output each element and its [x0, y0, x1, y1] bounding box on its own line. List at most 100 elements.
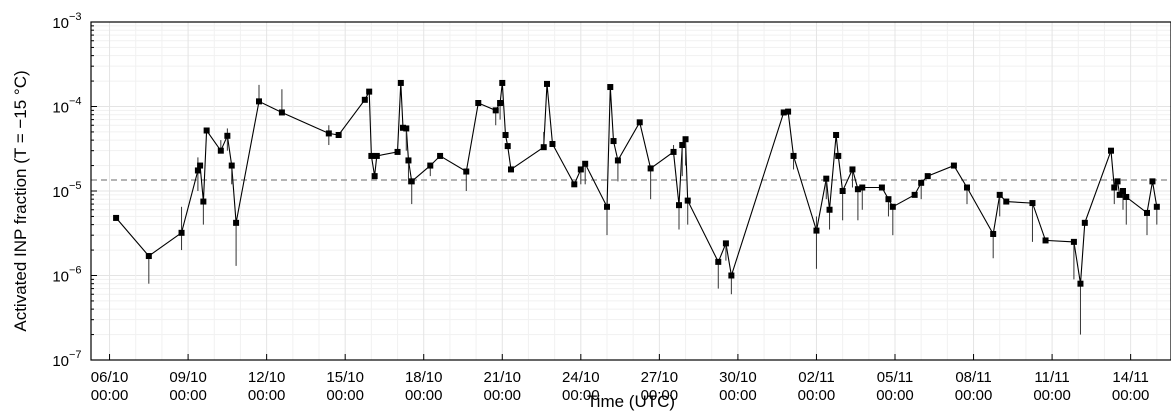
- data-point: [823, 175, 830, 182]
- data-point: [544, 80, 550, 87]
- data-point: [911, 191, 918, 198]
- data-point: [492, 107, 499, 114]
- data-point: [918, 179, 925, 186]
- data-point: [1116, 191, 1123, 198]
- data-point: [224, 132, 231, 139]
- data-point: [1123, 193, 1130, 200]
- data-point: [405, 157, 412, 164]
- data-point: [408, 178, 415, 185]
- x-tick-label-time: 00:00: [719, 387, 757, 404]
- x-tick-label-date: 18/10: [405, 369, 443, 386]
- data-point: [607, 84, 614, 91]
- data-point: [1077, 280, 1084, 287]
- y-tick-label: 10: [52, 15, 69, 32]
- x-tick-label-time: 00:00: [876, 387, 914, 404]
- x-tick-label-time: 00:00: [405, 387, 443, 404]
- data-point: [1153, 203, 1160, 210]
- data-point: [950, 162, 957, 169]
- x-tick-label-date: 06/10: [91, 369, 129, 386]
- x-tick-label-date: 12/10: [248, 369, 286, 386]
- x-tick-label-date: 11/11: [1034, 369, 1069, 386]
- data-point: [780, 109, 787, 116]
- data-point: [577, 166, 584, 173]
- data-point: [889, 203, 896, 210]
- data-point: [676, 202, 682, 209]
- data-point: [497, 100, 504, 107]
- data-point: [670, 148, 677, 155]
- data-point: [1042, 237, 1049, 244]
- data-point: [325, 130, 332, 137]
- data-point: [582, 160, 589, 167]
- data-point: [256, 98, 262, 105]
- data-point: [361, 96, 368, 103]
- data-point: [604, 203, 610, 210]
- x-tick-label-time: 00:00: [326, 387, 364, 404]
- data-point: [826, 206, 833, 213]
- data-point: [835, 152, 842, 159]
- data-point: [394, 148, 401, 155]
- y-tick-label: 10: [52, 353, 69, 370]
- y-tick-label: 10: [52, 269, 69, 286]
- x-tick-label-time: 00:00: [1033, 387, 1071, 404]
- data-point: [1070, 238, 1077, 245]
- y-tick-exponent: −6: [69, 265, 82, 277]
- data-point: [197, 162, 204, 169]
- data-point: [1114, 178, 1121, 185]
- data-point: [964, 184, 970, 191]
- data-point: [228, 162, 235, 169]
- x-tick-label-time: 00:00: [483, 387, 521, 404]
- data-point: [1081, 219, 1088, 226]
- data-point: [400, 124, 406, 131]
- data-point: [1108, 147, 1114, 154]
- y-tick-label: 10: [52, 184, 69, 201]
- x-tick-label-date: 05/11: [877, 369, 913, 386]
- data-point: [508, 166, 514, 173]
- data-point: [813, 227, 820, 234]
- data-point: [499, 79, 506, 86]
- y-tick-exponent: −3: [69, 11, 82, 23]
- x-tick-label-date: 27/10: [641, 369, 679, 386]
- data-point: [437, 152, 444, 159]
- data-point: [728, 272, 735, 279]
- y-tick-label: 10: [52, 100, 69, 117]
- x-tick-label-time: 00:00: [248, 387, 286, 404]
- x-tick-label-date: 30/10: [719, 369, 757, 386]
- data-point: [200, 198, 207, 205]
- data-point: [335, 131, 342, 138]
- data-point: [113, 214, 120, 221]
- data-point: [990, 230, 997, 237]
- grid: [91, 21, 1171, 361]
- data-point: [679, 142, 686, 149]
- y-tick-exponent: −5: [69, 180, 82, 192]
- data-point: [145, 253, 152, 260]
- data-point: [833, 131, 840, 138]
- data-point: [996, 191, 1003, 198]
- x-axis: 06/1000:0009/1000:0012/1000:0015/1000:00…: [91, 354, 1149, 404]
- data-point: [790, 152, 797, 159]
- x-tick-label-time: 00:00: [91, 387, 129, 404]
- data-point: [636, 119, 643, 126]
- y-tick-base: 10: [52, 269, 69, 286]
- y-axis: 10−710−610−510−410−3: [52, 11, 97, 370]
- x-tick-label-date: 15/10: [326, 369, 364, 386]
- data-markers: [113, 79, 1160, 287]
- x-tick-label-time: 00:00: [562, 387, 600, 404]
- series-line: [115, 82, 1158, 284]
- x-tick-label-time: 00:00: [641, 387, 679, 404]
- data-point: [194, 167, 201, 174]
- data-point: [217, 147, 224, 154]
- data-point: [885, 196, 892, 203]
- data-point: [371, 173, 378, 180]
- data-point: [463, 168, 470, 175]
- data-point: [878, 184, 885, 191]
- x-tick-label-date: 14/11: [1112, 369, 1148, 386]
- data-point: [427, 162, 434, 169]
- data-point: [839, 188, 846, 194]
- x-tick-label-date: 08/11: [955, 369, 991, 386]
- data-point: [854, 186, 861, 193]
- data-point: [1029, 200, 1036, 207]
- data-point: [403, 125, 410, 132]
- data-point: [682, 136, 689, 143]
- data-point: [475, 100, 482, 107]
- data-point: [647, 165, 654, 172]
